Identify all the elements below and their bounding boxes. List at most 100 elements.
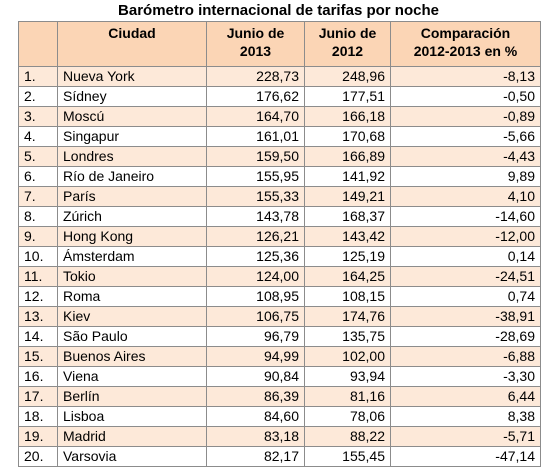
june-2012-cell: 166,89 (304, 146, 391, 167)
june-2013-cell: 106,75 (206, 306, 305, 327)
june-2013-cell: 164,70 (206, 106, 305, 127)
june-2012-cell: 88,22 (304, 426, 391, 447)
city-cell: Madrid (57, 426, 207, 447)
rank-cell: 5. (18, 146, 58, 167)
comparison-cell: -24,51 (390, 266, 541, 287)
june-2013-cell: 84,60 (206, 406, 305, 427)
city-cell: Varsovia (57, 446, 207, 467)
comparison-cell: -4,43 (390, 146, 541, 167)
header-comparison-line1: Comparación (420, 25, 511, 41)
table-row: 1. Nueva York 228,73 248,96 -8,13 (18, 66, 541, 87)
comparison-cell: -5,66 (390, 126, 541, 147)
city-cell: Río de Janeiro (57, 166, 207, 187)
june-2012-cell: 125,19 (304, 246, 391, 267)
table-row: 3. Moscú 164,70 166,18 -0,89 (18, 106, 541, 127)
june-2012-cell: 102,00 (304, 346, 391, 367)
comparison-cell: -6,88 (390, 346, 541, 367)
table-row: 11. Tokio 124,00 164,25 -24,51 (18, 266, 541, 287)
comparison-cell: -47,14 (390, 446, 541, 467)
table-row: 9. Hong Kong 126,21 143,42 -12,00 (18, 226, 541, 247)
comparison-cell: -0,50 (390, 86, 541, 107)
june-2012-cell: 164,25 (304, 266, 391, 287)
city-cell: Viena (57, 366, 207, 387)
city-cell: Roma (57, 286, 207, 307)
header-june-2013-line1: Junio de (226, 25, 285, 41)
rank-cell: 20. (18, 446, 58, 467)
city-cell: Hong Kong (57, 226, 207, 247)
rank-cell: 10. (18, 246, 58, 267)
header-comparison-line2: 2012-2013 en % (413, 43, 518, 59)
june-2013-cell: 155,33 (206, 186, 305, 207)
header-comparison: Comparación 2012-2013 en % (390, 21, 541, 67)
city-cell: Tokio (57, 266, 207, 287)
comparison-cell: 4,10 (390, 186, 541, 207)
june-2013-cell: 83,18 (206, 426, 305, 447)
table-title: Barómetro internacional de tarifas por n… (118, 2, 439, 19)
june-2013-cell: 90,84 (206, 366, 305, 387)
comparison-cell: -38,91 (390, 306, 541, 327)
rank-cell: 8. (18, 206, 58, 227)
rank-cell: 16. (18, 366, 58, 387)
table-row: 17. Berlín 86,39 81,16 6,44 (18, 386, 541, 407)
june-2013-cell: 125,36 (206, 246, 305, 267)
comparison-cell: 8,38 (390, 406, 541, 427)
comparison-cell: -0,89 (390, 106, 541, 127)
june-2013-cell: 124,00 (206, 266, 305, 287)
table-row: 10. Ámsterdam 125,36 125,19 0,14 (18, 246, 541, 267)
city-cell: Singapur (57, 126, 207, 147)
header-june-2012-line1: Junio de (318, 25, 377, 41)
rank-cell: 9. (18, 226, 58, 247)
comparison-cell: 6,44 (390, 386, 541, 407)
rank-cell: 2. (18, 86, 58, 107)
june-2013-cell: 228,73 (206, 66, 305, 87)
june-2013-cell: 108,95 (206, 286, 305, 307)
city-cell: Moscú (57, 106, 207, 127)
header-june-2013: Junio de 2013 (206, 21, 305, 67)
table-row: 4. Singapur 161,01 170,68 -5,66 (18, 126, 541, 147)
city-cell: Lisboa (57, 406, 207, 427)
city-cell: Buenos Aires (57, 346, 207, 367)
table-row: 8. Zúrich 143,78 168,37 -14,60 (18, 206, 541, 227)
june-2012-cell: 155,45 (304, 446, 391, 467)
rank-cell: 7. (18, 186, 58, 207)
june-2012-cell: 108,15 (304, 286, 391, 307)
city-cell: Londres (57, 146, 207, 167)
table-body: 1. Nueva York 228,73 248,96 -8,13 2. Sídney 176… (18, 66, 541, 467)
june-2012-cell: 166,18 (304, 106, 391, 127)
june-2012-cell: 149,21 (304, 186, 391, 207)
header-rank (18, 21, 58, 67)
rank-cell: 19. (18, 426, 58, 447)
june-2012-cell: 170,68 (304, 126, 391, 147)
comparison-cell: -5,71 (390, 426, 541, 447)
comparison-cell: 0,74 (390, 286, 541, 307)
june-2013-cell: 155,95 (206, 166, 305, 187)
table-row: 12. Roma 108,95 108,15 0,74 (18, 286, 541, 307)
june-2012-cell: 93,94 (304, 366, 391, 387)
june-2012-cell: 143,42 (304, 226, 391, 247)
june-2013-cell: 159,50 (206, 146, 305, 167)
comparison-cell: -12,00 (390, 226, 541, 247)
june-2013-cell: 161,01 (206, 126, 305, 147)
june-2012-cell: 135,75 (304, 326, 391, 347)
rank-cell: 1. (18, 66, 58, 87)
june-2013-cell: 82,17 (206, 446, 305, 467)
rank-cell: 18. (18, 406, 58, 427)
table-row: 19. Madrid 83,18 88,22 -5,71 (18, 426, 541, 447)
june-2013-cell: 176,62 (206, 86, 305, 107)
table-row: 7. París 155,33 149,21 4,10 (18, 186, 541, 207)
table-row: 18. Lisboa 84,60 78,06 8,38 (18, 406, 541, 427)
table-row: 6. Río de Janeiro 155,95 141,92 9,89 (18, 166, 541, 187)
rank-cell: 15. (18, 346, 58, 367)
comparison-cell: -14,60 (390, 206, 541, 227)
header-city: Ciudad (57, 21, 207, 67)
rank-cell: 12. (18, 286, 58, 307)
june-2012-cell: 141,92 (304, 166, 391, 187)
city-cell: Nueva York (57, 66, 207, 87)
rank-cell: 13. (18, 306, 58, 327)
table-header: Ciudad Junio de 2013 Junio de 2012 Compa… (18, 21, 541, 67)
rank-cell: 4. (18, 126, 58, 147)
city-cell: Ámsterdam (57, 246, 207, 267)
june-2013-cell: 94,99 (206, 346, 305, 367)
comparison-cell: 0,14 (390, 246, 541, 267)
